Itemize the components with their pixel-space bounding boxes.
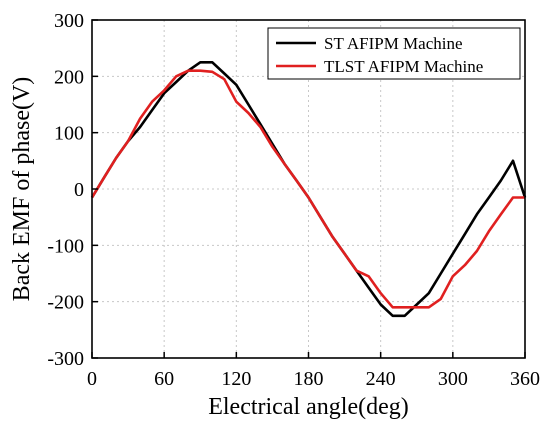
x-tick-label: 300 [438,368,468,390]
x-tick-label: 120 [221,368,251,390]
y-tick-label: 300 [54,10,84,32]
legend-box [267,27,521,80]
x-axis-tick-labels: 0 60 120 180 240 300 360 [87,368,540,390]
y-tick-label: 100 [54,123,84,145]
legend: ST AFIPM Machine TLST AFIPM Machine [267,27,521,80]
x-tick-label: 240 [366,368,396,390]
y-axis-tick-labels: -300 -200 -100 0 100 200 300 [47,10,84,370]
y-tick-label: -200 [47,292,84,314]
y-tick-label: 200 [54,66,84,88]
y-tick-label: 0 [74,179,84,201]
y-tick-label: -300 [47,348,84,370]
series-lines [90,60,527,318]
legend-label-tlst: TLST AFIPM Machine [324,57,483,76]
x-tick-label: 360 [510,368,540,390]
y-axis-title: Back EMF of phase(V) [9,77,35,302]
series-line-1 [90,69,525,309]
x-tick-label: 180 [294,368,324,390]
y-tick-label: -100 [47,235,84,257]
axis-ticks [91,19,526,359]
x-tick-label: 60 [154,368,174,390]
x-axis-title: Electrical angle(deg) [208,394,409,420]
x-tick-label: 0 [87,368,97,390]
legend-label-st: ST AFIPM Machine [324,34,463,53]
